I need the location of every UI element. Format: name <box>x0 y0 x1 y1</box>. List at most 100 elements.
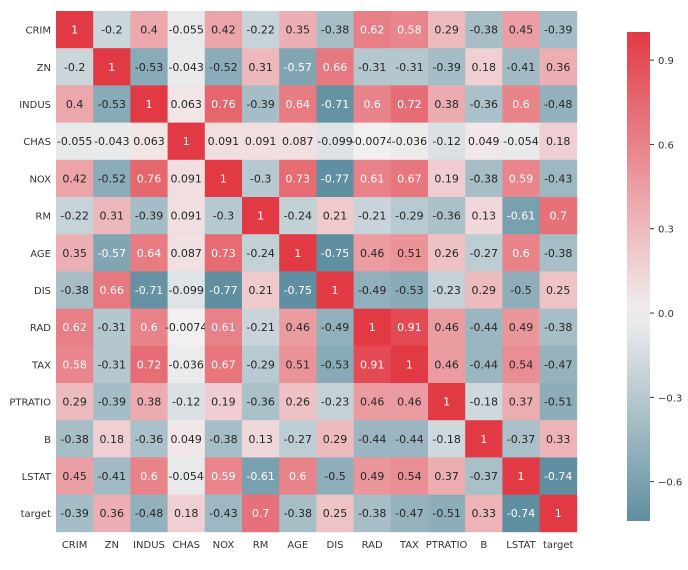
heatmap-cell-PTRATIO-ZN <box>93 383 131 421</box>
cell-value-label: -0.055 <box>168 24 203 37</box>
cell-value-label: 0.31 <box>248 61 273 74</box>
heatmap-cell-TAX-LSTAT <box>502 345 540 384</box>
heatmap-cell-RAD-INDUS <box>130 308 168 347</box>
x-tick-label-DIS: DIS <box>327 540 344 551</box>
heatmap-cell-AGE-TAX <box>390 234 429 272</box>
cell-value-label: -0.37 <box>507 433 535 446</box>
cell-value-label: 0.46 <box>286 321 311 334</box>
cell-value-label: 0.19 <box>211 396 236 409</box>
cell-value-label: -0.39 <box>135 210 163 223</box>
cell-value-label: 0.49 <box>360 470 385 483</box>
x-tick-label-CHAS: CHAS <box>172 540 200 551</box>
heatmap-cell-TAX-TAX <box>390 345 429 384</box>
cell-value-label: -0.38 <box>358 507 386 520</box>
x-tick-label-AGE: AGE <box>287 540 308 551</box>
cell-value-label: -0.055 <box>57 135 92 148</box>
heatmap-cell-RM-PTRATIO <box>428 197 466 235</box>
heatmap-cell-RAD-AGE <box>279 308 317 347</box>
heatmap-cell-LSTAT-ZN <box>93 457 131 495</box>
x-tick-label-LSTAT: LSTAT <box>506 540 536 551</box>
cell-value-label: -0.22 <box>60 210 88 223</box>
cell-value-label: -0.53 <box>135 61 163 74</box>
cell-value-label: -0.38 <box>60 284 88 297</box>
heatmap-cell-INDUS-TAX <box>390 85 429 123</box>
cell-value-label: 0.91 <box>360 358 385 371</box>
heatmap-cell-B-target <box>539 420 578 458</box>
cell-value-label: -0.18 <box>432 433 460 446</box>
cell-value-label: -0.31 <box>98 321 126 334</box>
heatmap-cell-RM-RM <box>242 197 280 235</box>
cell-value-label: 0.33 <box>546 433 571 446</box>
heatmap-cell-PTRATIO-CRIM <box>56 383 94 421</box>
heatmap-cell-PTRATIO-RM <box>242 383 280 421</box>
cell-value-label: 0.61 <box>360 172 385 185</box>
cell-value-label: -0.39 <box>432 61 460 74</box>
cell-value-label: -0.0074 <box>165 321 207 334</box>
cell-value-label: -0.36 <box>470 98 498 111</box>
heatmap-cell-AGE-CHAS <box>167 234 206 272</box>
cell-value-label: 0.13 <box>248 433 273 446</box>
cell-value-label: 0.091 <box>245 135 277 148</box>
heatmap-cell-CHAS-INDUS <box>130 122 168 161</box>
heatmap-cell-RM-AGE <box>279 197 317 235</box>
cell-value-label: 0.091 <box>170 210 202 223</box>
cell-value-label: -0.47 <box>544 358 572 371</box>
cell-value-label: -0.27 <box>470 247 498 260</box>
cell-value-label: 0.72 <box>137 358 162 371</box>
heatmap-cell-TAX-target <box>539 345 578 384</box>
cell-value-label: 1 <box>183 135 190 148</box>
cell-value-label: 0.59 <box>211 470 236 483</box>
heatmap-cell-AGE-B <box>465 234 503 272</box>
heatmap-cell-DIS-ZN <box>93 271 131 309</box>
colorbar-tick-label: 0.9 <box>658 56 674 67</box>
heatmap-cell-CHAS-TAX <box>390 122 429 161</box>
y-tick-label-ZN: ZN <box>37 63 51 74</box>
cell-value-label: -0.043 <box>168 61 203 74</box>
heatmap-cell-NOX-INDUS <box>130 159 168 198</box>
heatmap-cell-TAX-CRIM <box>56 345 94 384</box>
heatmap-cell-B-PTRATIO <box>428 420 466 458</box>
heatmap-cell-LSTAT-PTRATIO <box>428 457 466 495</box>
heatmap-cell-target-LSTAT <box>502 494 540 533</box>
cell-value-label: 0.38 <box>137 396 162 409</box>
heatmap-cell-PTRATIO-INDUS <box>130 383 168 421</box>
cell-value-label: 1 <box>480 433 487 446</box>
heatmap-cell-PTRATIO-B <box>465 383 503 421</box>
cell-value-label: -0.21 <box>358 210 386 223</box>
cell-value-label: -0.12 <box>172 396 200 409</box>
heatmap-cell-CHAS-LSTAT <box>502 122 540 161</box>
cell-value-label: 0.61 <box>211 321 236 334</box>
cell-value-label: 0.087 <box>170 247 202 260</box>
cell-value-label: 0.46 <box>360 247 385 260</box>
cell-value-label: 0.73 <box>211 247 236 260</box>
cell-value-label: -0.23 <box>321 396 349 409</box>
heatmap-cell-TAX-B <box>465 345 503 384</box>
cell-value-label: 0.29 <box>434 24 459 37</box>
cell-value-label: 1 <box>555 507 562 520</box>
cell-value-label: 0.64 <box>137 247 162 260</box>
y-tick-label-B: B <box>44 435 51 446</box>
cell-value-label: -0.29 <box>395 210 423 223</box>
cell-value-label: 0.7 <box>549 210 567 223</box>
heatmap-cell-PTRATIO-RAD <box>353 383 392 421</box>
heatmap-cell-CHAS-AGE <box>279 122 317 161</box>
heatmap-cell-LSTAT-B <box>465 457 503 495</box>
heatmap-cell-target-TAX <box>390 494 429 533</box>
heatmap-cell-AGE-INDUS <box>130 234 168 272</box>
heatmap-cell-target-CRIM <box>56 494 94 533</box>
cell-value-label: 0.18 <box>472 61 497 74</box>
heatmap-cell-CHAS-CRIM <box>56 122 94 161</box>
cell-value-label: -0.38 <box>470 172 498 185</box>
heatmap-cell-B-DIS <box>316 420 354 458</box>
heatmap-cell-NOX-PTRATIO <box>428 159 466 198</box>
cell-value-label: -0.74 <box>507 507 535 520</box>
heatmap-cell-RM-CHAS <box>167 197 206 235</box>
heatmap-cell-AGE-RM <box>242 234 280 272</box>
cell-value-label: -0.5 <box>324 470 345 483</box>
cell-value-label: 0.6 <box>512 98 530 111</box>
x-tick-label-RM: RM <box>253 540 269 551</box>
heatmap-cell-DIS-AGE <box>279 271 317 309</box>
heatmap-cell-RAD-LSTAT <box>502 308 540 347</box>
heatmap-cell-PTRATIO-PTRATIO <box>428 383 466 421</box>
heatmap-cell-PTRATIO-LSTAT <box>502 383 540 421</box>
